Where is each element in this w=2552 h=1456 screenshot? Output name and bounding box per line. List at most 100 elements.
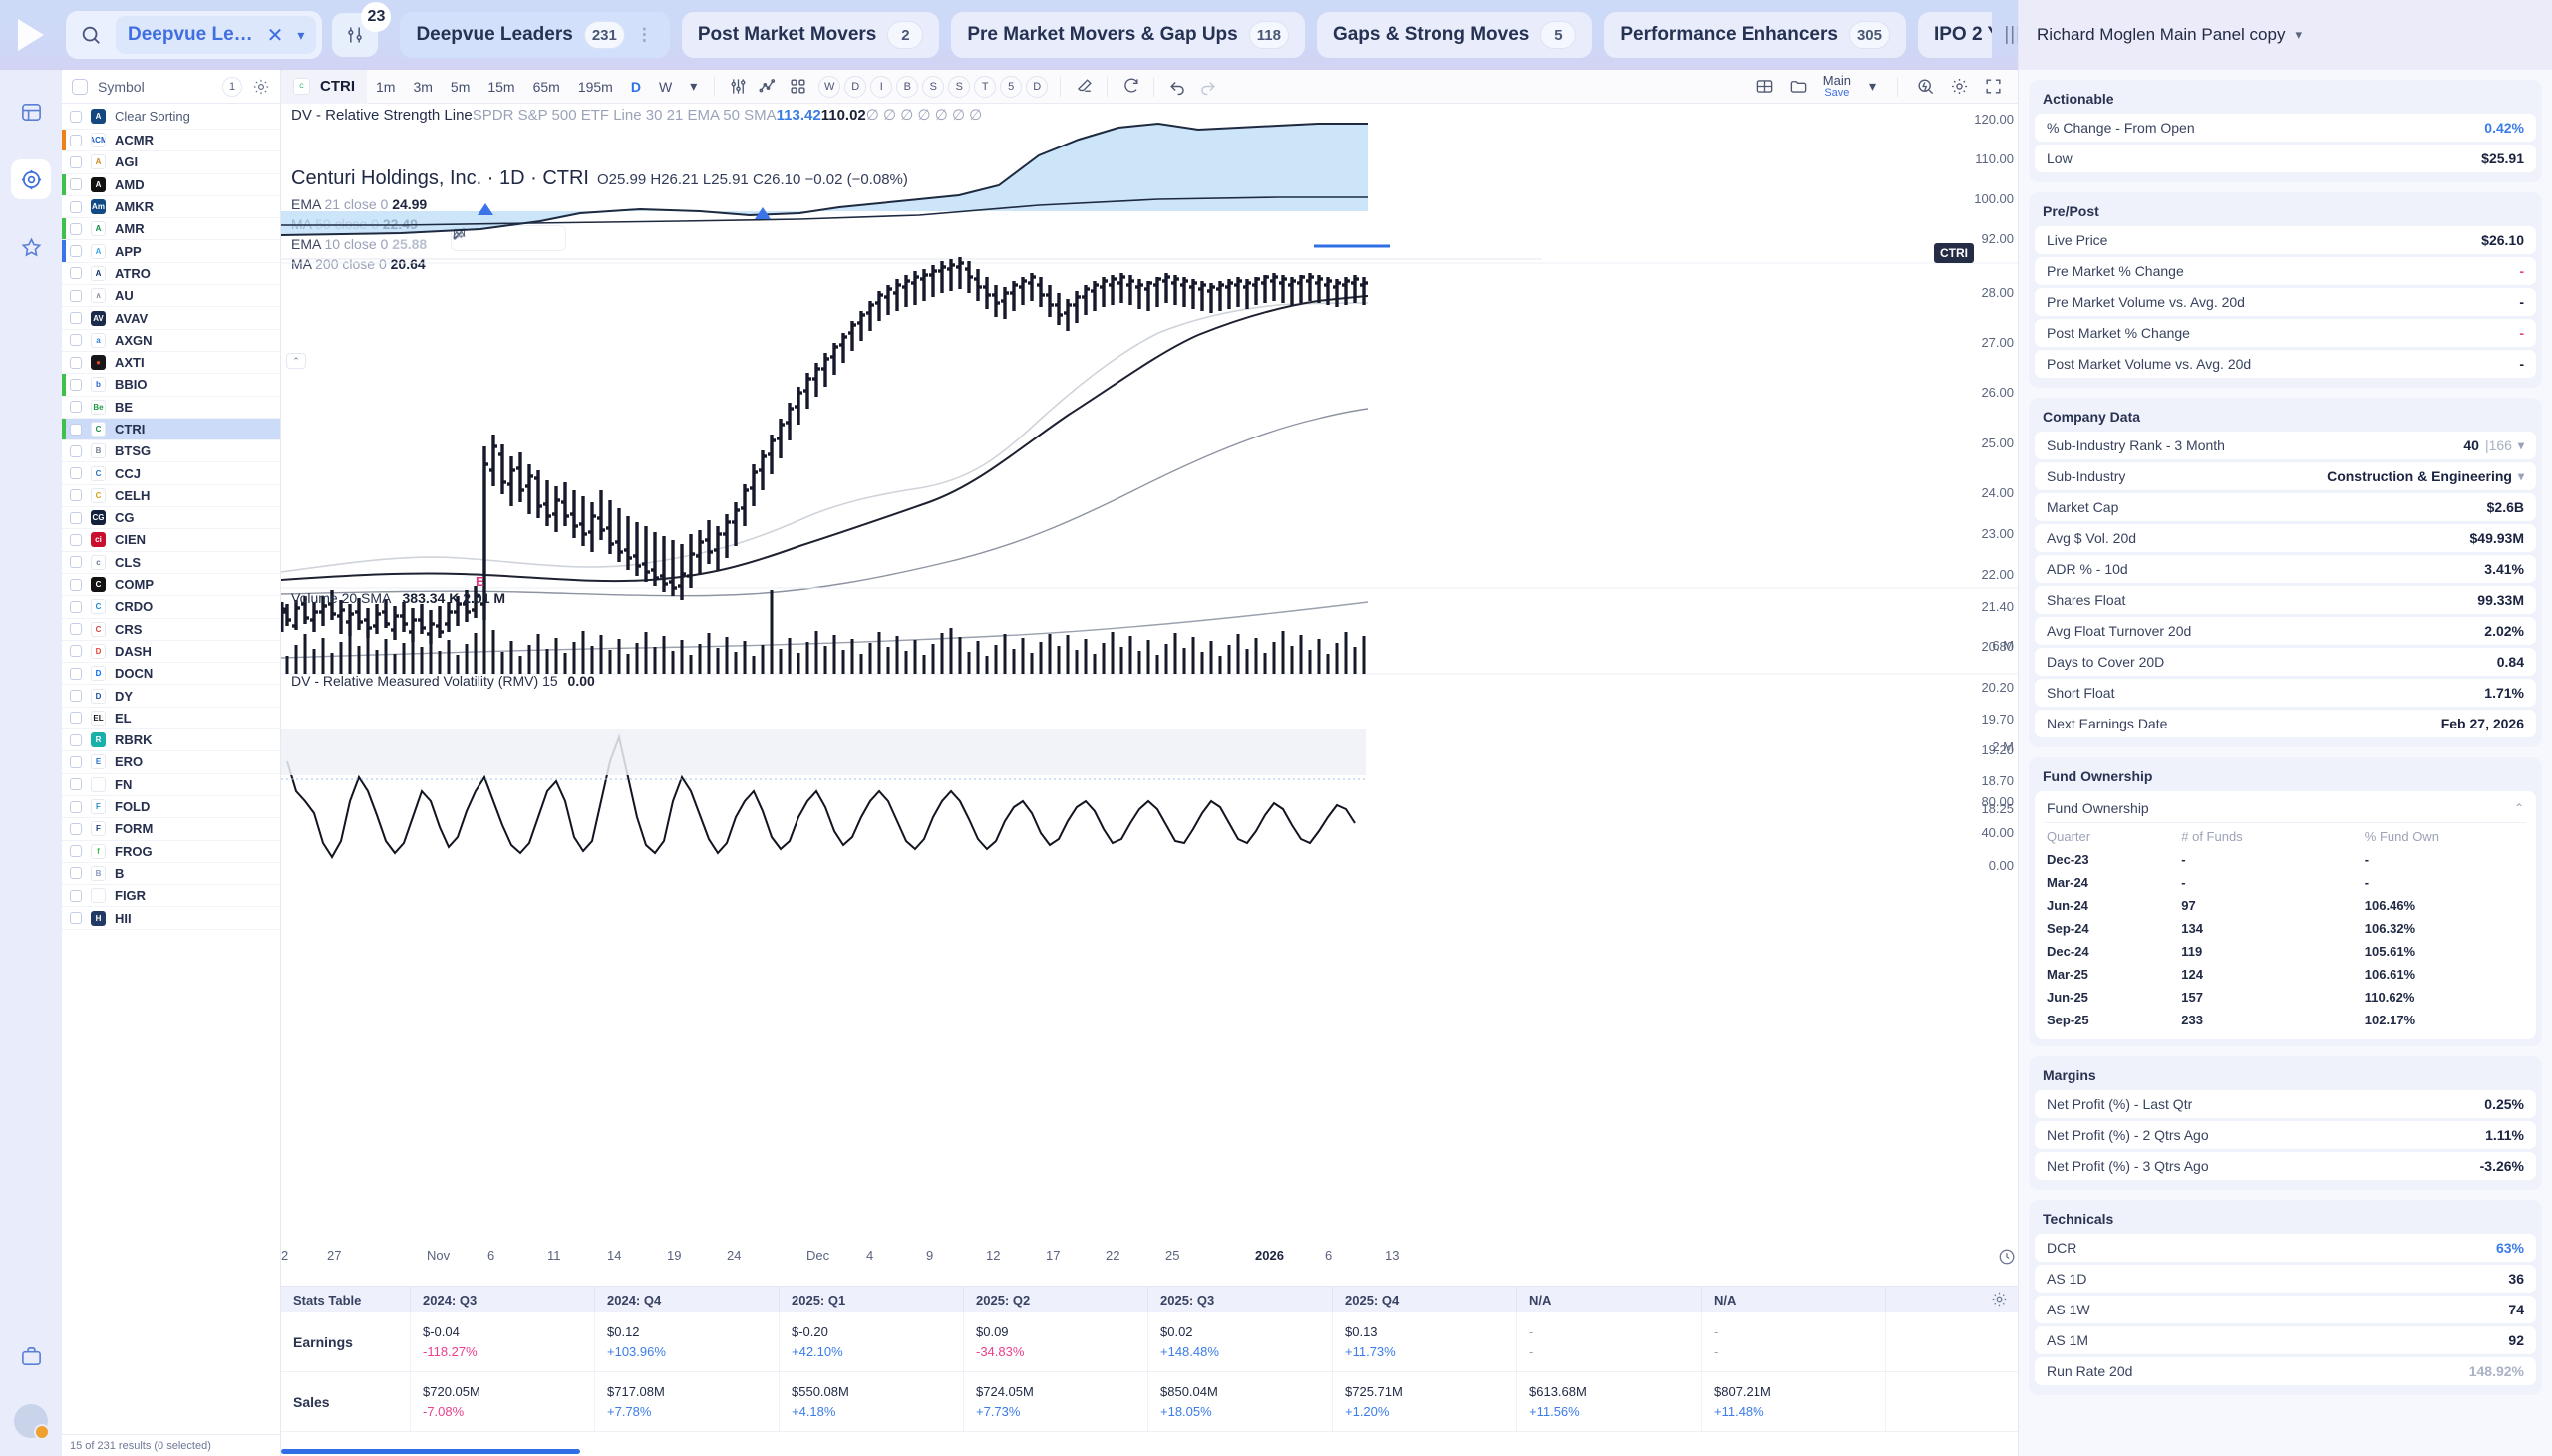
metric-row-sub-industry[interactable]: Sub-Industry Construction & Engineering ▾ [2035, 462, 2536, 490]
row-checkbox[interactable] [70, 401, 82, 414]
chart-area[interactable]: DV - Relative Strength Line SPDR S&P 500… [281, 104, 2018, 1286]
row-checkbox[interactable] [70, 889, 82, 902]
rail-item-briefcase[interactable] [11, 1336, 51, 1376]
chart-tool-d-1[interactable]: D [844, 75, 867, 98]
timeframe-1m[interactable]: 1m [376, 78, 396, 95]
row-checkbox[interactable] [70, 600, 82, 613]
symbol-row-amkr[interactable]: Am AMKR [62, 196, 280, 219]
rail-item-favorites[interactable] [11, 227, 51, 267]
fund-ownership-card-header[interactable]: Fund Ownership ⌃ [2045, 797, 2526, 823]
metric-row-dcr[interactable]: DCR 63% [2035, 1234, 2536, 1262]
symbol-row-crdo[interactable]: C CRDO [62, 596, 280, 619]
indicator-settings-icon[interactable] [723, 72, 753, 102]
row-checkbox[interactable] [70, 178, 82, 191]
timeframe-65m[interactable]: 65m [532, 78, 560, 95]
row-checkbox[interactable] [70, 733, 82, 746]
row-checkbox[interactable] [70, 222, 82, 235]
search-input[interactable]: Deepvue Le… [128, 24, 253, 45]
row-checkbox[interactable] [70, 511, 82, 524]
chart-canvas[interactable] [281, 104, 2018, 1286]
symbol-row-comp[interactable]: C COMP [62, 574, 280, 597]
timeframe-3m[interactable]: 3m [413, 78, 433, 95]
search-icon[interactable] [66, 11, 116, 59]
select-all-checkbox[interactable] [72, 78, 88, 95]
row-checkbox[interactable] [70, 623, 82, 636]
row-checkbox[interactable] [70, 334, 82, 347]
timeframe-15m[interactable]: 15m [487, 78, 515, 95]
symbol-row-hii[interactable]: H HII [62, 907, 280, 930]
earnings-marker[interactable]: E [476, 574, 484, 589]
symbol-row-agi[interactable]: A AGI [62, 151, 280, 174]
row-checkbox[interactable] [70, 200, 82, 213]
symbol-row-rbrk[interactable]: R RBRK [62, 729, 280, 752]
symbol-row-acmr[interactable]: ACM ACMR [62, 130, 280, 152]
save-label[interactable]: Save [1824, 86, 1850, 99]
clear-sorting-row[interactable]: A Clear Sorting [62, 104, 280, 130]
metric-row-pre-market-volume-vs-avg-20d[interactable]: Pre Market Volume vs. Avg. 20d - [2035, 288, 2536, 316]
screener-tab-pre-market-movers-gap-ups[interactable]: Pre Market Movers & Gap Ups 118 [951, 12, 1305, 58]
metric-row-as-1w[interactable]: AS 1W 74 [2035, 1296, 2536, 1323]
row-checkbox[interactable] [70, 356, 82, 369]
screener-tab-performance-enhancers[interactable]: Performance Enhancers 305 [1604, 12, 1906, 58]
symbol-row-avav[interactable]: AV AVAV [62, 307, 280, 330]
measure-icon[interactable] [453, 226, 535, 250]
price-axis[interactable]: 120.00 110.00 100.00 92.00 28.00 27.00 26.00 25… [1958, 104, 2018, 1286]
row-checkbox[interactable] [70, 578, 82, 591]
timeframe-W[interactable]: W [658, 78, 673, 95]
search-zoom-icon[interactable] [1910, 72, 1940, 102]
metric-row-low[interactable]: Low $25.91 [2035, 145, 2536, 172]
chevron-down-icon[interactable]: ▾ [2517, 438, 2524, 452]
row-checkbox[interactable] [70, 289, 82, 302]
row-checkbox[interactable] [70, 134, 82, 146]
row-checkbox[interactable] [70, 533, 82, 546]
screener-tab-deepvue-leaders[interactable]: Deepvue Leaders 231 ⋮ [400, 12, 670, 58]
row-checkbox[interactable] [70, 155, 82, 168]
chart-tool-i-2[interactable]: I [870, 75, 893, 98]
fullscreen-icon[interactable] [1978, 72, 2008, 102]
symbol-row-axgn[interactable]: a AXGN [62, 330, 280, 352]
row-checkbox[interactable] [70, 867, 82, 880]
row-checkbox[interactable] [70, 800, 82, 813]
row-checkbox[interactable] [70, 778, 82, 791]
layout-save-control[interactable]: Main Save [1818, 74, 1856, 99]
symbol-row-docn[interactable]: D DOCN [62, 663, 280, 686]
redo-icon[interactable] [1192, 72, 1222, 102]
symbol-row-dy[interactable]: D DY [62, 685, 280, 708]
chart-tool-t-6[interactable]: T [974, 75, 997, 98]
metric-row-as-1d[interactable]: AS 1D 36 [2035, 1265, 2536, 1293]
chart-symbol-chip[interactable]: C CTRI [281, 69, 367, 104]
chart-tool-b-3[interactable]: B [896, 75, 919, 98]
symbol-row-ctri[interactable]: C CTRI [62, 418, 280, 441]
symbol-row-cls[interactable]: c CLS [62, 552, 280, 574]
right-panel-header[interactable]: Richard Moglen Main Panel copy ▾ [2019, 0, 2552, 70]
chart-tool-s-5[interactable]: S [948, 75, 971, 98]
metric-row-net-profit-3-qtrs-ago[interactable]: Net Profit (%) - 3 Qtrs Ago -3.26% [2035, 1152, 2536, 1180]
symbol-row-bbio[interactable]: b BBIO [62, 374, 280, 397]
metric-row-days-to-cover-20d[interactable]: Days to Cover 20D 0.84 [2035, 648, 2536, 676]
metric-row-avg-vol-20d[interactable]: Avg $ Vol. 20d $49.93M [2035, 524, 2536, 552]
row-checkbox[interactable] [70, 267, 82, 280]
timeframe-D[interactable]: D [630, 78, 641, 95]
filter-button[interactable]: 23 [332, 2, 392, 57]
symbol-row-ero[interactable]: E ERO [62, 751, 280, 774]
symbol-row-crs[interactable]: C CRS [62, 619, 280, 641]
symbol-row-btsg[interactable]: B BTSG [62, 440, 280, 463]
date-axis[interactable]: 2 27 Nov 6 11 14 19 24 Dec 4 9 12 17 22 25 2026 6 13 [281, 1248, 2018, 1278]
metric-row-net-profit-2-qtrs-ago[interactable]: Net Profit (%) - 2 Qtrs Ago 1.11% [2035, 1121, 2536, 1149]
row-checkbox[interactable] [70, 690, 82, 703]
symbol-row-atro[interactable]: A ATRO [62, 263, 280, 286]
symbol-row-amr[interactable]: A AMR [62, 218, 280, 241]
metric-row-next-earnings-date[interactable]: Next Earnings Date Feb 27, 2026 [2035, 710, 2536, 737]
symbol-row-cien[interactable]: ci CIEN [62, 529, 280, 552]
refresh-icon[interactable] [1116, 72, 1145, 102]
clear-search-icon[interactable]: ✕ [266, 24, 284, 47]
metric-row-avg-float-turnover-20d[interactable]: Avg Float Turnover 20d 2.02% [2035, 617, 2536, 645]
metric-row-market-cap[interactable]: Market Cap $2.6B [2035, 493, 2536, 521]
symbol-row-form[interactable]: F FORM [62, 818, 280, 841]
folder-icon[interactable] [1784, 72, 1814, 102]
metric-row-adr-10d[interactable]: ADR % - 10d 3.41% [2035, 555, 2536, 583]
row-checkbox[interactable] [70, 245, 82, 258]
timeframe-chevron-icon[interactable]: ▾ [690, 78, 698, 94]
symbol-row-figr[interactable]: F FIGR [62, 885, 280, 908]
layouts-grid-icon[interactable] [783, 72, 812, 102]
